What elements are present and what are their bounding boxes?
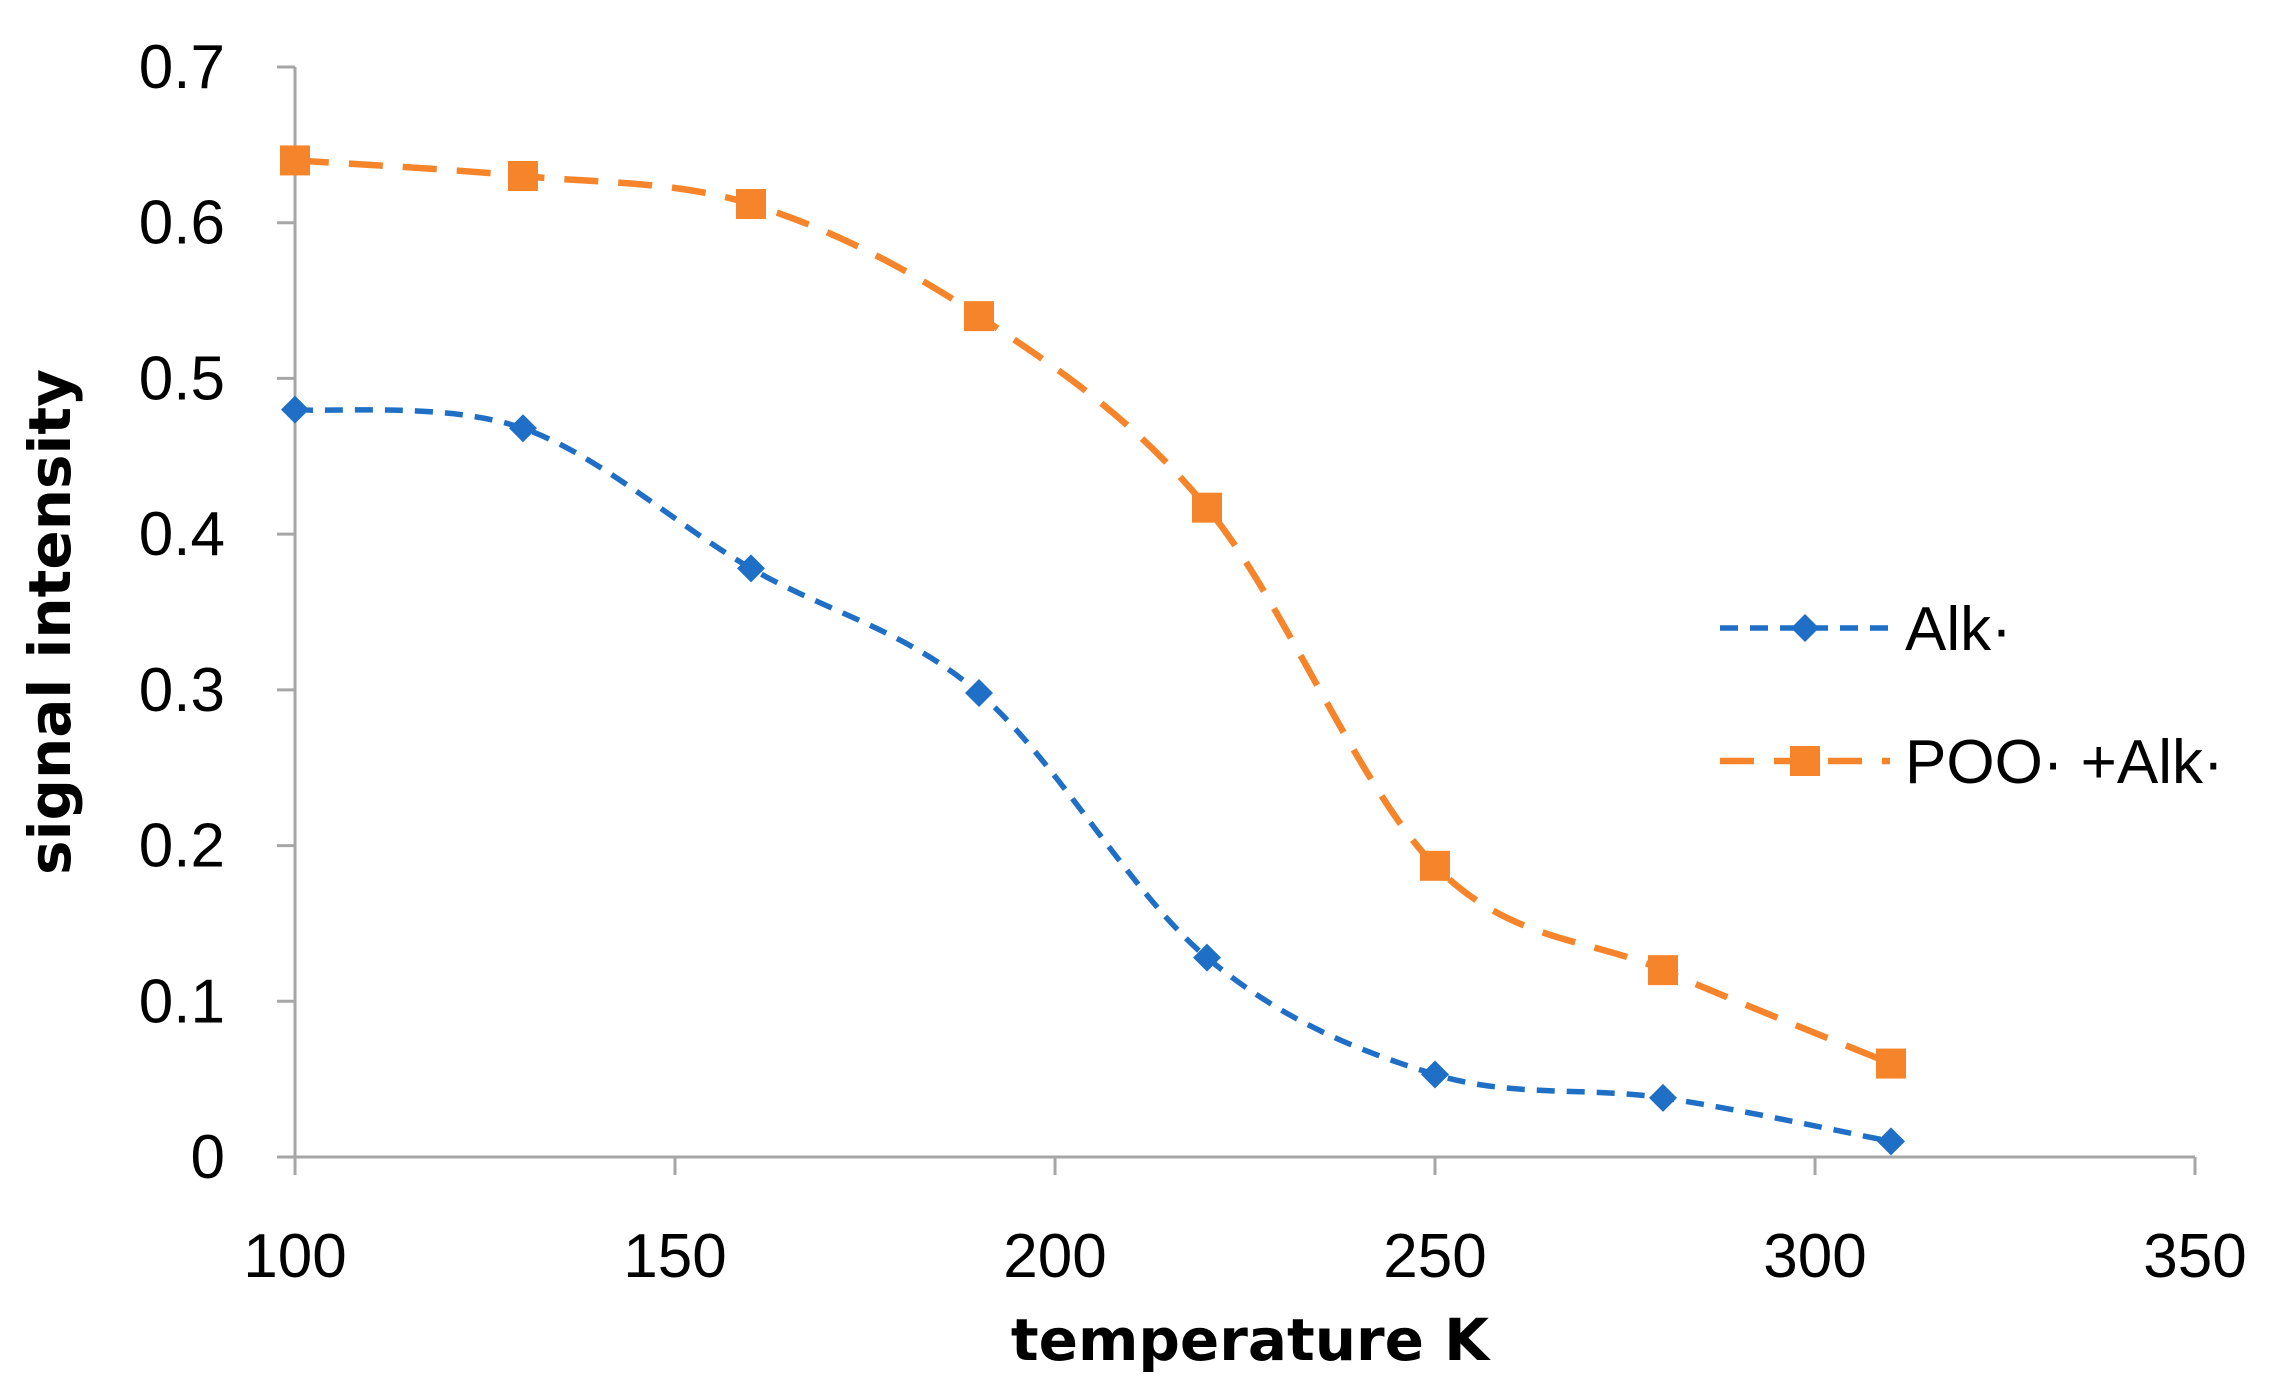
x-tick-label: 150: [623, 1222, 726, 1291]
legend: Alk· POO· +Alk·: [1720, 595, 2224, 797]
y-axis-title: signal intensity: [16, 369, 84, 875]
y-tick-label: 0.3: [139, 656, 225, 725]
data-point-marker: [508, 161, 538, 191]
data-point-marker: [965, 678, 993, 707]
series-1: [281, 395, 1905, 1156]
legend-marker: [1791, 614, 1819, 642]
y-tick-label: 0.2: [139, 812, 225, 881]
legend-marker: [1790, 746, 1820, 776]
series-line: [294, 406, 1892, 1145]
y-tick-label: 0.4: [139, 500, 225, 569]
y-tick-label: 0: [191, 1123, 225, 1192]
legend-item: POO· +Alk·: [1720, 728, 2224, 797]
series-line: [294, 157, 1893, 1067]
data-point-marker: [1877, 1127, 1905, 1156]
y-tick-label: 0.5: [139, 344, 225, 413]
x-tick-label: 200: [1003, 1222, 1106, 1291]
series-2: [280, 145, 1906, 1079]
y-tick-label: 0.1: [139, 967, 225, 1036]
data-point-marker: [1193, 943, 1221, 972]
legend-item: Alk·: [1720, 595, 2012, 664]
data-point-marker: [737, 554, 765, 583]
x-tick-label: 350: [2143, 1222, 2246, 1291]
data-point-marker: [1649, 1083, 1677, 1112]
data-point-marker: [509, 414, 537, 443]
legend-label: Alk·: [1905, 595, 2012, 664]
x-tick-label: 100: [243, 1222, 346, 1291]
data-point-marker: [1420, 850, 1450, 881]
data-point-marker: [1192, 492, 1222, 523]
data-point-marker: [1421, 1060, 1449, 1089]
y-tick-label: 0.7: [139, 33, 225, 102]
x-axis-title: temperature K: [1011, 1306, 1491, 1374]
data-point-marker: [736, 189, 766, 220]
ticks: 0 0.1 0.2 0.3 0.4 0.5 0.6 0.7 100 150 200 250 300 350: [139, 33, 2247, 1291]
legend-label: POO· +Alk·: [1905, 728, 2224, 797]
x-tick-label: 250: [1383, 1222, 1486, 1291]
data-point-marker: [281, 395, 309, 424]
x-tick-label: 300: [1763, 1222, 1866, 1291]
axes: [293, 67, 2195, 1159]
data-point-marker: [280, 145, 310, 176]
data-point-marker: [1876, 1048, 1906, 1079]
data-point-marker: [964, 301, 994, 332]
y-tick-label: 0.6: [139, 189, 225, 258]
series-layer: [280, 145, 1906, 1156]
data-point-marker: [1648, 955, 1678, 986]
